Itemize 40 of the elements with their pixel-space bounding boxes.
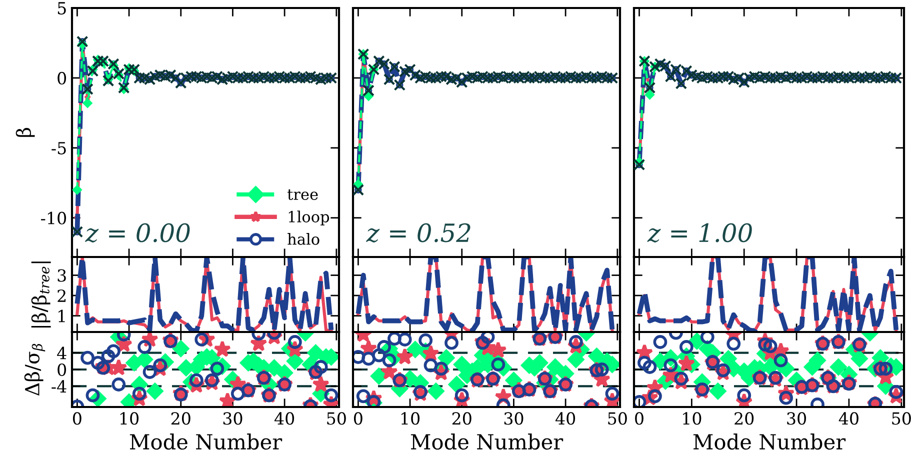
y-tick-label: 0 <box>58 363 66 376</box>
y-axis-title: β <box>16 128 35 137</box>
x-tick-label: 50 <box>892 412 911 425</box>
legend-label: tree <box>287 189 318 200</box>
x-tick-label: 10 <box>683 412 702 425</box>
legend-label: halo <box>288 233 320 245</box>
x-tick-label: 0 <box>72 412 82 425</box>
x-tick-label: 20 <box>171 412 190 425</box>
x-tick-label: 0 <box>354 412 362 425</box>
y-tick-label: -4 <box>52 380 66 392</box>
y-tick-label: 2 <box>58 289 66 302</box>
x-tick-label: 30 <box>787 412 806 425</box>
x-tick-label: 30 <box>504 412 524 425</box>
x-tick-label: 30 <box>223 412 242 425</box>
x-tick-label: 40 <box>274 412 294 425</box>
y-tick-label: 0 <box>58 72 66 85</box>
x-tick-label: 50 <box>608 412 627 425</box>
x-tick-label: 10 <box>120 412 139 425</box>
x-axis-title: Mode Number <box>130 434 282 450</box>
y-tick-label: 4 <box>57 346 66 360</box>
y-tick-label: -10 <box>41 212 66 224</box>
y-axis-title: |β/β$_{tree}$| <box>31 262 51 328</box>
annotation: z = 1.00 <box>647 223 752 242</box>
annotation: z = 0.52 <box>366 223 470 242</box>
x-tick-label: 50 <box>327 412 346 425</box>
y-tick-label: 1 <box>58 310 65 322</box>
x-axis-title: Mode Number <box>693 434 846 450</box>
x-tick-label: 40 <box>838 412 858 425</box>
y-tick-label: 5 <box>58 2 66 15</box>
x-tick-label: 0 <box>635 412 644 425</box>
x-tick-label: 10 <box>401 412 420 425</box>
x-axis-title: Mode Number <box>410 434 564 450</box>
y-tick-label: 3 <box>58 269 66 282</box>
annotation: z = 0.00 <box>85 223 190 242</box>
y-tick-label: -5 <box>52 142 66 154</box>
x-tick-label: 20 <box>734 412 754 425</box>
x-tick-label: 20 <box>452 412 472 425</box>
x-tick-label: 40 <box>555 412 576 425</box>
y-axis-title: Δβ/σ$_{β}$ <box>24 344 46 396</box>
legend-label: 1loop <box>288 210 330 226</box>
